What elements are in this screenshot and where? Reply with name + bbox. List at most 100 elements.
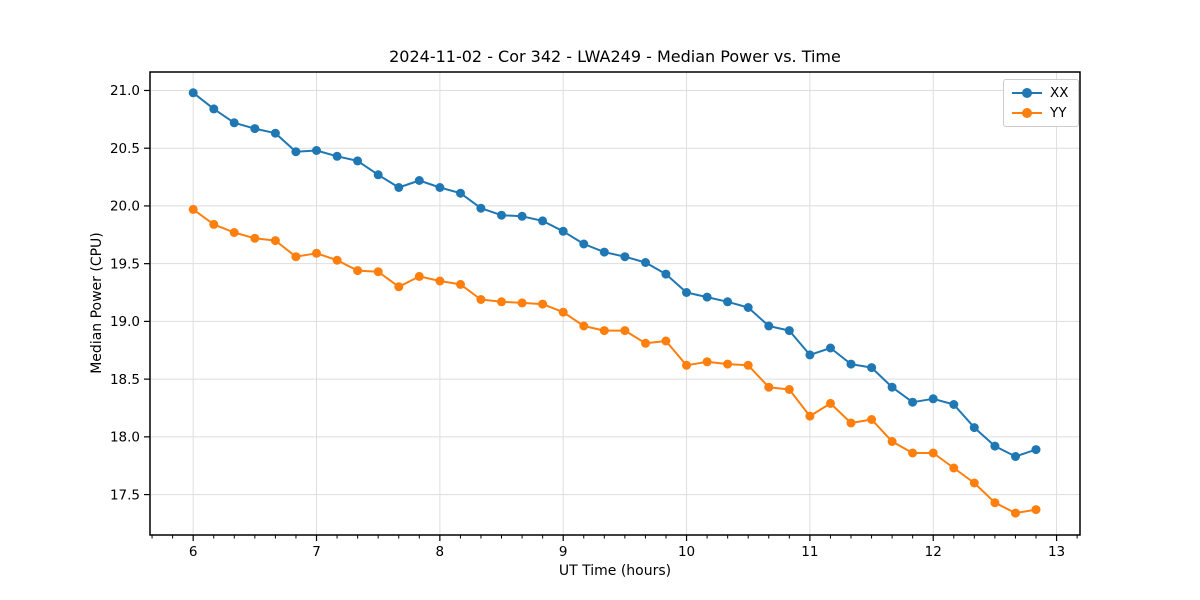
- legend-line-sample-icon: [1012, 88, 1042, 98]
- series-YY-point: [949, 463, 959, 473]
- series-YY-point: [723, 359, 733, 369]
- series-YY-point: [497, 297, 506, 307]
- series-YY-point: [476, 295, 486, 304]
- x-tick-label: 6: [189, 544, 198, 560]
- series-XX-point: [414, 176, 424, 185]
- series-YY-point: [641, 338, 650, 348]
- y-tick-label: 19.5: [110, 256, 140, 272]
- y-tick-label: 18.0: [110, 430, 140, 446]
- series-XX-point: [949, 400, 959, 409]
- series-XX-point: [373, 170, 383, 180]
- chart-title: 2024-11-02 - Cor 342 - LWA249 - Median P…: [389, 47, 841, 66]
- series-YY-point: [209, 219, 219, 229]
- legend-line-sample-icon: [1012, 108, 1042, 118]
- series-XX-point: [723, 297, 733, 307]
- series-YY-point: [908, 448, 918, 458]
- series-XX-point: [229, 118, 239, 128]
- y-tick-label: 19.0: [110, 314, 140, 330]
- series-YY-point: [887, 437, 897, 446]
- series-XX-point: [270, 128, 280, 138]
- series-XX-point: [209, 104, 219, 114]
- series-YY-point: [826, 398, 835, 408]
- series-XX-point: [188, 88, 198, 98]
- series-YY-point: [312, 248, 321, 258]
- series-XX-point: [497, 210, 506, 220]
- series-YY-point: [394, 282, 404, 292]
- series-XX-point: [579, 239, 589, 249]
- y-tick-label: 17.5: [110, 487, 140, 503]
- series-YY-point: [579, 321, 589, 331]
- series-YY-point: [353, 266, 363, 276]
- series-XX-point: [805, 350, 815, 360]
- legend-label-xx: XX: [1050, 85, 1069, 101]
- legend-label-yy: YY: [1050, 105, 1067, 121]
- plot-frame: [149, 71, 1081, 536]
- series-YY-point: [291, 252, 301, 262]
- series-XX-point: [1031, 445, 1041, 455]
- series-XX-point: [435, 183, 445, 192]
- series-YY-point: [702, 357, 712, 367]
- series-XX-point: [620, 252, 630, 262]
- x-tick-label: 7: [312, 544, 321, 560]
- x-tick-label: 12: [925, 544, 942, 560]
- series-YY-point: [517, 298, 527, 308]
- series-XX-point: [291, 147, 301, 157]
- series-XX-point: [969, 423, 979, 433]
- series-YY-point: [332, 255, 342, 265]
- y-tick-label: 18.5: [110, 372, 140, 388]
- series-YY-point: [805, 411, 815, 421]
- x-tick-label: 9: [559, 544, 568, 560]
- x-tick-label: 8: [436, 544, 445, 560]
- series-XX-point: [764, 321, 774, 331]
- legend: XX YY: [1003, 79, 1079, 127]
- x-tick-label: 13: [1048, 544, 1065, 560]
- series-XX-point: [456, 188, 465, 198]
- series-YY-point: [435, 276, 445, 286]
- series-XX-point: [641, 258, 650, 267]
- series-YY-point: [661, 336, 671, 346]
- series-YY-point: [373, 267, 383, 277]
- series-XX-point: [826, 343, 835, 353]
- y-tick-label: 20.0: [110, 199, 140, 215]
- legend-item-yy: YY: [1011, 103, 1069, 123]
- series-XX-point: [394, 183, 404, 192]
- series-XX-point: [332, 151, 342, 161]
- series-YY-point: [558, 307, 568, 317]
- series-YY-point: [188, 204, 198, 214]
- series-YY-point: [1011, 508, 1020, 518]
- series-XX-point: [928, 394, 938, 404]
- series-YY-point: [414, 271, 424, 281]
- series-XX-point: [599, 247, 609, 257]
- series-XX-point: [538, 216, 548, 226]
- series-YY-point: [990, 498, 1000, 508]
- series-YY-point: [456, 279, 465, 289]
- series-XX-point: [353, 156, 363, 166]
- x-tick-label: 11: [801, 544, 818, 560]
- y-tick-label: 20.5: [110, 141, 140, 157]
- series-XX-point: [702, 292, 712, 302]
- series-XX-point: [784, 326, 794, 336]
- series-YY-point: [270, 236, 280, 246]
- series-YY-point: [764, 382, 774, 392]
- series-XX-point: [312, 146, 321, 155]
- series-YY-point: [599, 326, 609, 336]
- series-YY-point: [682, 360, 691, 370]
- series-XX-point: [250, 124, 260, 134]
- x-tick-label: 10: [678, 544, 695, 560]
- series-YY-point: [743, 360, 753, 370]
- series-XX-point: [517, 211, 527, 221]
- x-axis-label: UT Time (hours): [558, 563, 672, 579]
- series-YY-point: [538, 299, 548, 309]
- series-XX-point: [476, 203, 486, 213]
- series-XX-point: [743, 303, 753, 312]
- series-YY-point: [969, 478, 979, 488]
- series-XX-point: [846, 359, 856, 369]
- series-YY-point: [784, 385, 794, 394]
- series-XX-point: [661, 269, 671, 279]
- series-XX-point: [908, 397, 918, 407]
- legend-item-xx: XX: [1011, 83, 1069, 103]
- series-XX-point: [887, 382, 897, 392]
- series-YY-point: [1031, 505, 1041, 515]
- series-YY-point: [867, 415, 877, 424]
